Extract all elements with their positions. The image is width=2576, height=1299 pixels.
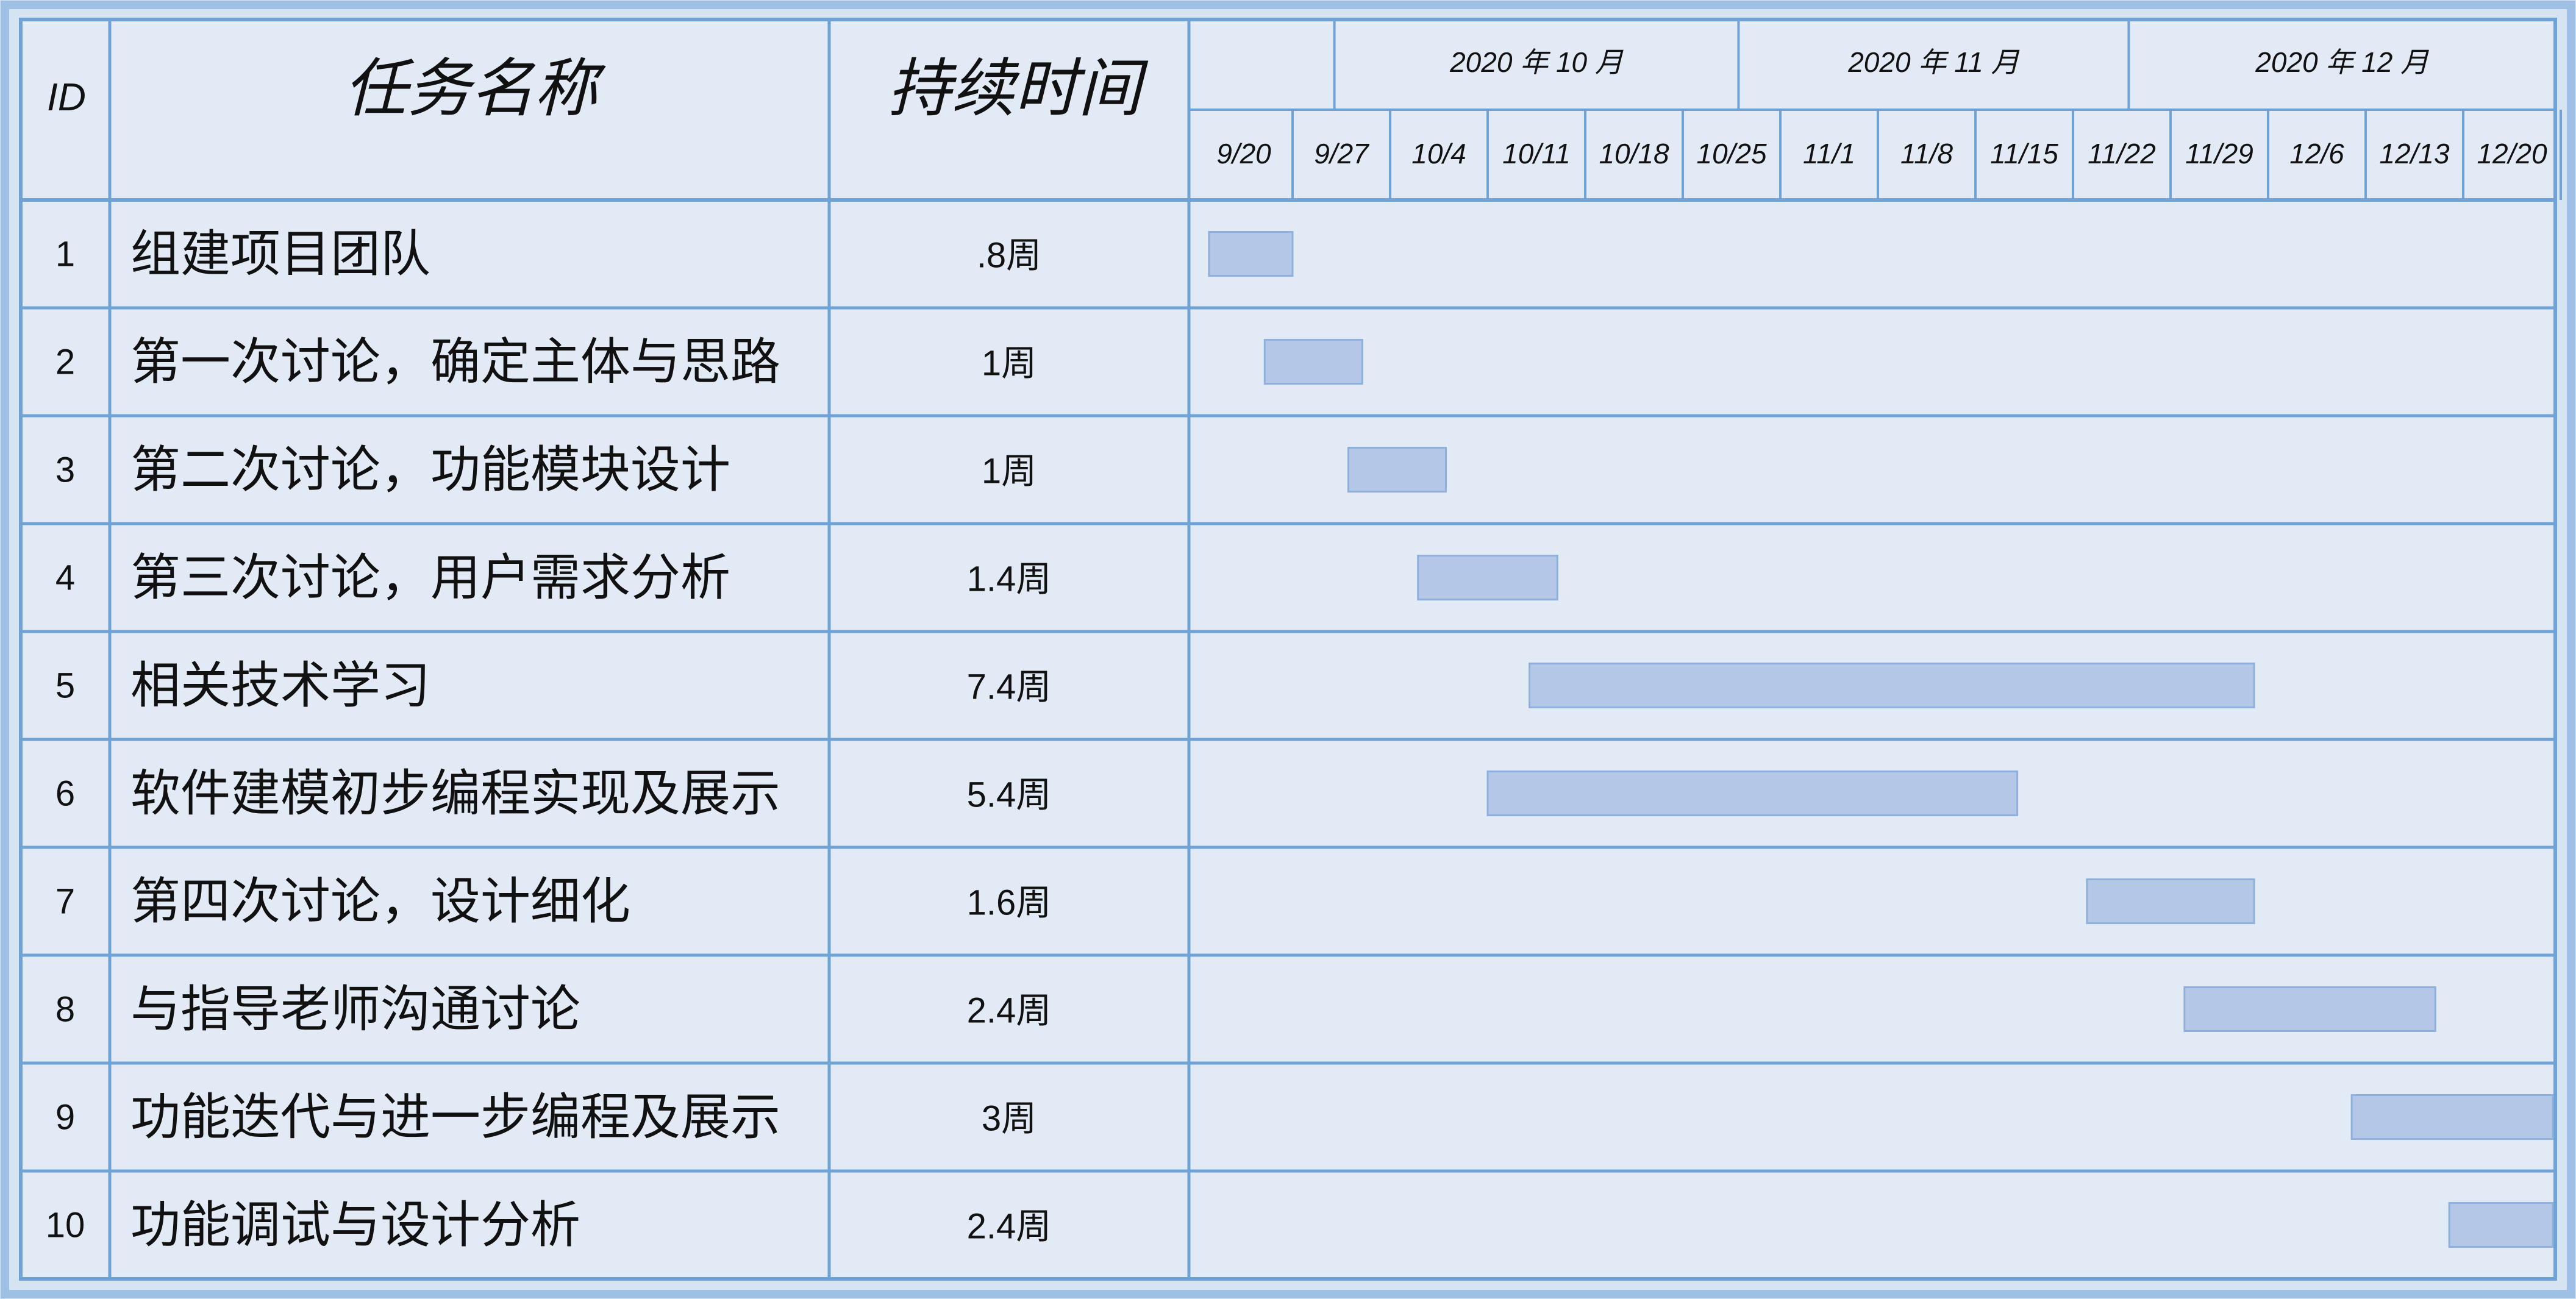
task-duration: 1.4周 [967,560,1052,599]
week-label: 12/20 [2477,138,2547,169]
task-duration: 1.6周 [967,883,1052,923]
month-label: 2020 年 11 月 [1847,46,2019,78]
week-label: 11/29 [2185,138,2253,169]
task-name: 软件建模初步编程实现及展示 [130,766,780,822]
task-name: 第四次讨论，设计细化 [130,874,630,930]
gantt-bar [1417,555,1558,600]
week-label: 10/11 [1502,138,1571,169]
month-labels: 2020 年 10 月 2020 年 11 月 2020 年 12 月 [1449,46,2429,78]
task-name: 功能迭代与进一步编程及展示 [130,1090,780,1145]
task-name: 第二次讨论，功能模块设计 [130,443,730,498]
task-duration: 7.4周 [967,667,1052,707]
week-label: 9/20 [1216,138,1271,169]
week-label: 11/22 [2088,138,2156,169]
gantt-bars [1208,231,2554,1248]
gantt-bar [2086,878,2255,924]
gantt-bar [2183,986,2436,1032]
table-body [21,20,2555,1279]
table-border [19,18,2557,1281]
task-name: 与指导老师沟通讨论 [130,982,580,1037]
header-task-name: 任务名称 [344,54,606,124]
gantt-bar [1347,447,1447,493]
week-label: 9/27 [1314,138,1369,169]
task-rows: 1 组建项目团队 .8周 2 第一次讨论，确定主体与思路 1周 3 第二次讨论，功能模块设计 1… [46,227,1052,1253]
week-label: 10/4 [1411,138,1466,169]
task-id: 2 [55,343,75,382]
gantt-bar [2350,1094,2554,1140]
task-duration: 1周 [982,452,1036,491]
task-id: 5 [55,666,75,706]
task-name: 相关技术学习 [130,658,430,714]
task-id: 4 [55,558,75,598]
month-label: 2020 年 12 月 [2255,46,2429,78]
gantt-bar [1529,663,2255,708]
task-duration: 1周 [982,344,1036,383]
header-duration: 持续时间 [888,54,1149,124]
week-label: 10/18 [1599,138,1669,169]
task-id: 8 [55,990,75,1030]
task-duration: 5.4周 [967,775,1052,815]
gantt-bar [1263,339,1363,385]
week-label: 12/6 [2289,138,2344,169]
month-label: 2020 年 10 月 [1449,46,1624,78]
gantt-bar [1208,231,1294,277]
task-name: 组建项目团队 [130,227,430,282]
gantt-bar [2448,1202,2554,1248]
task-id: 6 [55,774,75,814]
week-label: 11/15 [1990,138,2058,169]
task-duration: 2.4周 [967,991,1052,1031]
week-label: 11/1 [1803,138,1855,169]
header-id: ID [47,75,86,119]
week-label: 10/25 [1696,138,1767,169]
grid-lines [19,18,2562,1281]
task-id: 7 [55,882,75,922]
week-label: 11/8 [1900,138,1953,169]
task-id: 1 [55,235,75,274]
task-name: 功能调试与设计分析 [130,1198,580,1253]
task-duration: 2.4周 [967,1207,1052,1247]
gantt-bar [1486,771,2019,816]
task-id: 9 [55,1098,75,1137]
task-name: 第三次讨论，用户需求分析 [130,550,730,606]
task-id: 10 [46,1206,85,1245]
task-id: 3 [55,450,75,490]
week-label: 12/13 [2379,138,2450,169]
task-duration: .8周 [977,236,1041,276]
task-name: 第一次讨论，确定主体与思路 [130,335,780,390]
task-duration: 3周 [982,1099,1036,1139]
week-labels: 9/20 9/27 10/4 10/11 10/18 10/25 11/1 11/8 11/15… [1216,138,2547,169]
